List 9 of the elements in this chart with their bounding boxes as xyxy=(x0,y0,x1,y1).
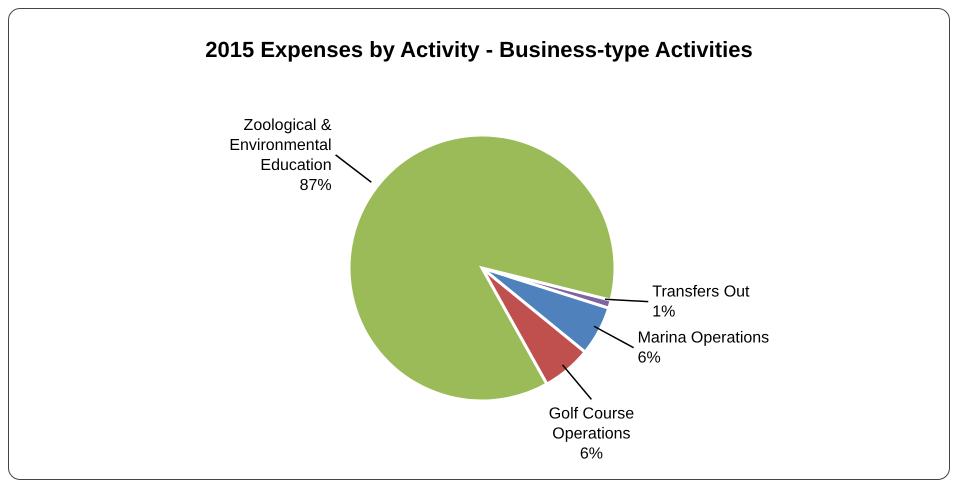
slice-label: Golf Course Operations xyxy=(548,405,634,442)
data-label: 6% xyxy=(580,445,603,462)
data-label: 6% xyxy=(638,350,661,367)
chart-title: 2015 Expenses by Activity - Business-type Activities xyxy=(204,37,754,63)
data-label: 1% xyxy=(652,304,676,321)
slice-label: Transfers Out xyxy=(652,284,750,301)
slice-label: Zoological & Environmental Education xyxy=(229,116,332,174)
slice-label: Marina Operations xyxy=(638,330,770,347)
data-label: 87% xyxy=(300,176,332,194)
